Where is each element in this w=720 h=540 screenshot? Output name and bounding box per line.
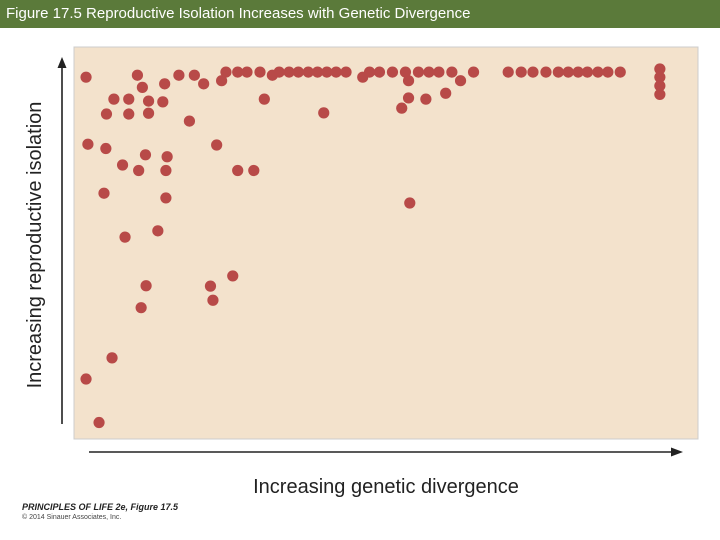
data-point <box>614 66 626 78</box>
data-point <box>131 69 144 81</box>
data-point <box>292 66 304 78</box>
data-point <box>116 159 129 171</box>
data-point <box>136 81 148 93</box>
data-point <box>402 92 415 104</box>
data-point <box>106 352 118 364</box>
data-point <box>232 66 244 78</box>
data-point <box>399 66 412 78</box>
data-point <box>248 164 260 177</box>
data-point <box>100 142 112 155</box>
data-point <box>515 66 527 78</box>
data-point <box>258 93 270 105</box>
y-axis-label: Increasing reproductive isolation <box>24 102 46 389</box>
data-point <box>161 151 173 163</box>
data-point <box>241 66 253 78</box>
data-points <box>80 63 666 429</box>
data-point <box>100 108 113 120</box>
data-point <box>98 187 110 199</box>
data-point <box>135 302 147 314</box>
data-point <box>340 66 352 78</box>
data-point <box>363 66 376 78</box>
data-point <box>330 66 342 78</box>
data-point <box>204 280 217 292</box>
data-point <box>318 107 330 119</box>
data-point <box>139 149 152 161</box>
data-point <box>123 108 135 120</box>
data-point <box>160 164 172 177</box>
data-point <box>402 75 415 87</box>
data-point <box>142 107 155 119</box>
data-point <box>412 66 425 78</box>
data-point <box>420 93 432 105</box>
data-point <box>273 66 285 78</box>
data-point <box>159 78 171 90</box>
data-point <box>80 373 92 385</box>
data-point <box>540 66 552 78</box>
figure-title: Figure 17.5 Reproductive Isolation Incre… <box>6 5 471 22</box>
data-point <box>654 63 666 75</box>
data-point <box>502 66 514 78</box>
data-point <box>592 66 604 78</box>
book-credit: PRINCIPLES OF LIFE 2e, Figure 17.5 <box>22 502 179 512</box>
data-point <box>133 164 145 177</box>
plot-area <box>73 46 699 440</box>
data-point <box>433 66 445 78</box>
data-point <box>123 93 135 105</box>
data-point <box>440 87 452 99</box>
data-point <box>82 138 94 150</box>
data-point <box>446 66 458 78</box>
x-axis-arrow-icon <box>671 447 683 457</box>
x-axis-label: Increasing genetic divergence <box>253 476 519 498</box>
data-point <box>160 192 172 204</box>
data-point <box>283 66 295 78</box>
data-point <box>467 66 480 78</box>
data-point <box>220 66 232 78</box>
figure-credit: PRINCIPLES OF LIFE 2e, Figure 17.5 © 201… <box>22 502 178 521</box>
data-point <box>572 66 584 78</box>
data-point <box>654 88 666 101</box>
y-axis-arrow-icon <box>57 57 67 68</box>
data-point <box>207 294 219 306</box>
copyright-text: © 2014 Sinauer Associates, Inc. <box>22 514 122 521</box>
data-point <box>157 96 169 108</box>
data-point <box>232 164 244 177</box>
data-point <box>311 66 324 78</box>
data-point <box>173 69 185 81</box>
data-point <box>321 66 333 78</box>
title-bar: Figure 17.5 Reproductive Isolation Incre… <box>0 0 720 28</box>
data-point <box>216 75 228 87</box>
data-point <box>602 66 614 78</box>
data-point <box>404 197 416 209</box>
data-point <box>386 66 399 78</box>
data-point <box>396 102 408 114</box>
data-point <box>254 66 266 78</box>
data-point <box>211 139 223 151</box>
data-point <box>108 93 120 105</box>
data-point <box>562 66 574 78</box>
data-point <box>227 270 239 282</box>
data-point <box>140 280 152 292</box>
data-point <box>198 78 210 90</box>
data-point <box>152 225 164 237</box>
data-point <box>581 66 594 78</box>
data-point <box>373 66 386 78</box>
data-point <box>527 66 539 78</box>
data-point <box>423 66 435 78</box>
data-point <box>302 66 314 78</box>
data-point <box>93 416 105 429</box>
data-point <box>654 80 666 92</box>
data-point <box>454 75 467 87</box>
data-point <box>654 71 666 83</box>
data-point <box>80 71 92 83</box>
data-point <box>552 66 564 78</box>
data-point <box>183 115 196 127</box>
data-point <box>119 231 131 243</box>
data-point <box>142 95 155 107</box>
data-point <box>188 69 200 81</box>
